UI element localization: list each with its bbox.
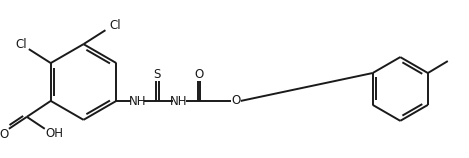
Text: O: O <box>194 67 204 81</box>
Text: NH: NH <box>129 95 146 108</box>
Text: Cl: Cl <box>15 38 27 51</box>
Text: O: O <box>231 94 241 107</box>
Text: Cl: Cl <box>110 19 121 32</box>
Text: S: S <box>153 67 161 81</box>
Text: O: O <box>0 128 8 141</box>
Text: OH: OH <box>45 127 64 140</box>
Text: NH: NH <box>170 95 188 108</box>
